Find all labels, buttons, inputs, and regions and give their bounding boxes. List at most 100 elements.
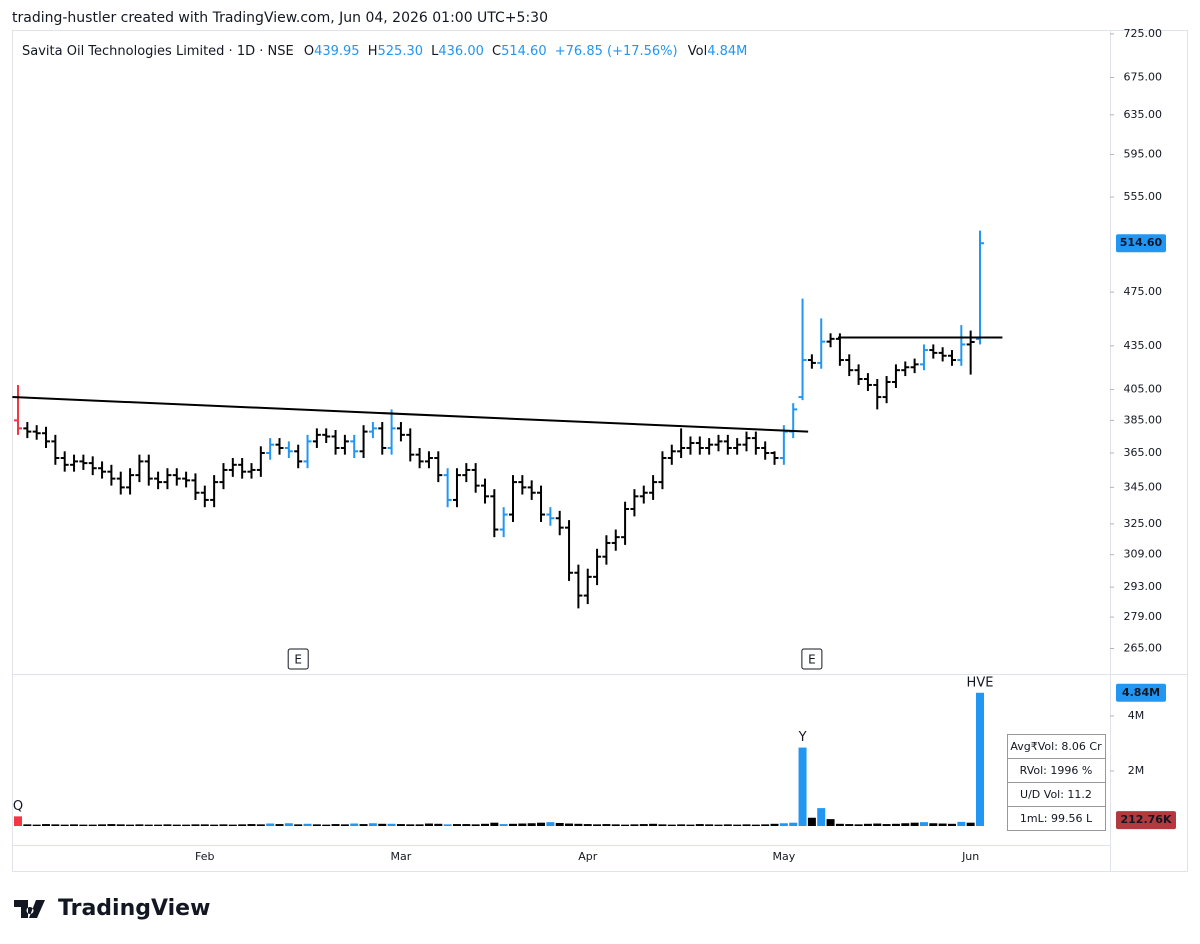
y-tick-label: 725.00 [1124, 27, 1163, 40]
legend-value: 436.00 [438, 44, 484, 59]
volume-bar [957, 821, 966, 827]
ohlc-bar [443, 468, 452, 508]
ohlc-bar [406, 428, 415, 462]
ohlc-bar [79, 454, 88, 470]
ohlc-bar [256, 446, 265, 477]
legend-name: Savita Oil Technologies Limited · 1D · N… [22, 44, 294, 59]
volume-bar [275, 824, 284, 827]
volume-bar [649, 823, 658, 827]
y-tick-label: 405.00 [1124, 382, 1163, 395]
ohlc-bar [471, 463, 480, 493]
volume-bar [210, 824, 219, 827]
ohlc-bar [910, 358, 919, 374]
brand-icon [14, 900, 45, 918]
volume-bar [303, 823, 312, 827]
volume-bar [471, 824, 480, 827]
volume-bar [116, 824, 125, 827]
volume-bar [919, 822, 928, 827]
x-tick-label: Mar [391, 850, 412, 863]
ohlc-bar [98, 461, 107, 479]
volume-bar [312, 824, 321, 827]
volume-bar [340, 824, 349, 827]
volume-bar [98, 824, 107, 827]
y-tick-label: 435.00 [1124, 339, 1163, 352]
legend-value: 4.84M [707, 44, 747, 59]
volume-bar [976, 692, 984, 827]
ohlc-bar [387, 409, 396, 455]
ohlc-bar [845, 354, 854, 377]
volume-bar [630, 824, 639, 827]
volume-bar [873, 823, 882, 827]
ohlc-bar [686, 436, 695, 455]
volume-bar [387, 823, 396, 827]
legend: Savita Oil Technologies Limited · 1D · N… [22, 44, 747, 59]
ohlc-bar [116, 471, 125, 495]
ohlc-bar [565, 520, 574, 581]
ohlc-bar [863, 373, 872, 391]
ohlc-bar [219, 463, 228, 490]
ohlc-bar [359, 425, 368, 459]
volume-bar [294, 824, 303, 827]
volume-bar [228, 824, 237, 827]
ohlc-bar [275, 438, 284, 455]
volume-bar [583, 824, 592, 827]
ohlc-bar [144, 454, 153, 486]
volume-bar [621, 824, 630, 827]
legend-change: +76.85 (+17.56%) [555, 44, 678, 59]
ohlc-bar [518, 475, 527, 495]
volume-tick-label: 2M [1128, 764, 1145, 777]
volume-bar [826, 819, 835, 827]
ohlc-bar [126, 468, 135, 495]
volume-bar [499, 824, 508, 827]
volume-bar [359, 824, 368, 827]
y-tick-label: 555.00 [1124, 190, 1163, 203]
stats-row: U/D Vol: 11.2 [1020, 788, 1092, 801]
volume-bar [378, 823, 387, 827]
ohlc-bar [938, 347, 947, 362]
volume-bar [947, 823, 956, 827]
ohlc-bar [452, 468, 461, 508]
volume-bar [555, 822, 564, 827]
ohlc-bar [107, 464, 116, 486]
volume-bar [891, 823, 900, 827]
volume-bar [79, 824, 88, 827]
chart-frame [12, 30, 1188, 872]
volume-bar [135, 824, 144, 827]
y-tick-label: 279.00 [1124, 610, 1163, 623]
ohlc-bar [284, 441, 293, 459]
ohlc-bar [294, 444, 303, 469]
ohlc-bar [396, 421, 405, 442]
ohlc-bar [714, 434, 723, 452]
volume-bar [172, 824, 181, 827]
ohlc-bar [303, 434, 312, 469]
ohlc-bar [23, 421, 32, 439]
y-tick-label: 265.00 [1124, 642, 1163, 655]
volume-bar [789, 822, 798, 827]
volume-bar [88, 824, 97, 827]
volume-bar [593, 824, 602, 827]
volume-bar [443, 824, 452, 827]
volume-bar [611, 824, 620, 827]
ohlc-bar [957, 325, 966, 366]
volume-bar [200, 824, 209, 827]
volume-bar [574, 823, 583, 827]
ohlc-bar [723, 434, 732, 455]
y-tick-label: 325.00 [1124, 517, 1163, 530]
ohlc-bar [976, 230, 984, 345]
volume-bar [602, 824, 611, 827]
ohlc-bar [154, 471, 163, 490]
ohlc-bar [639, 485, 648, 504]
volume-bar [284, 823, 293, 827]
volume-bar [882, 824, 891, 827]
ohlc-bar [798, 298, 807, 401]
ohlc-bar [901, 361, 910, 377]
ohlc-bar [350, 434, 359, 459]
volume-bar [910, 822, 919, 827]
volume-bar [480, 823, 489, 827]
ohlc-bar [733, 438, 742, 455]
y-tick-label: 635.00 [1124, 108, 1163, 121]
ohlc-bar [322, 428, 331, 444]
volume-bar [938, 823, 947, 827]
credit: trading-hustler created with TradingView… [12, 10, 548, 26]
volume-bar [126, 824, 135, 827]
